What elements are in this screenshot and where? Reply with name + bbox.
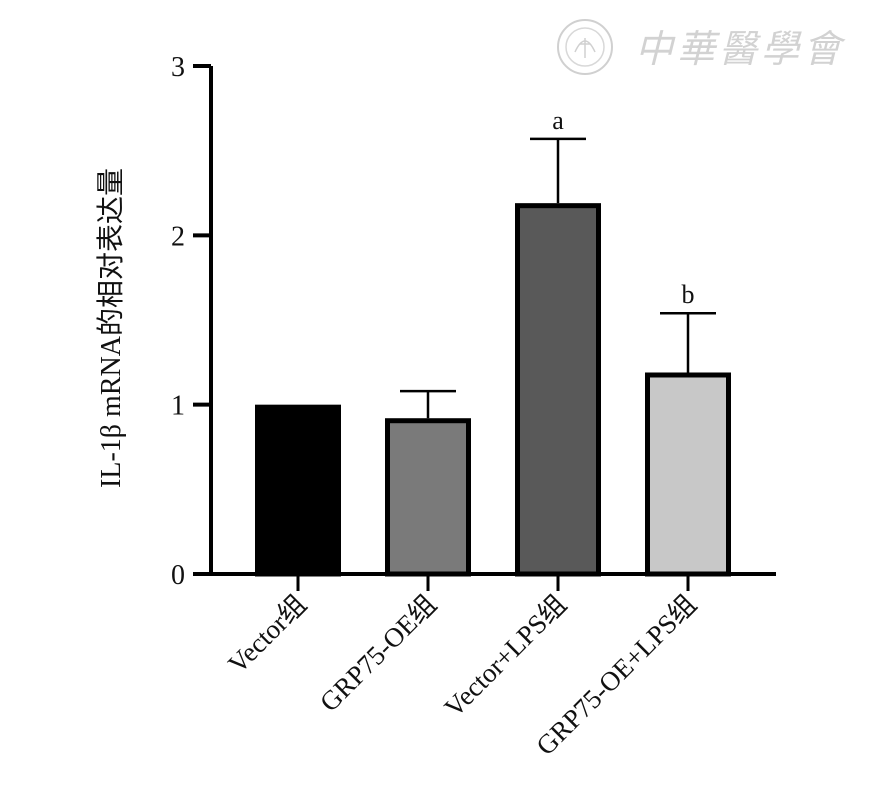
significance-label-3: a [552, 106, 564, 135]
bar-4 [645, 372, 731, 577]
y-axis-title: IL-1β mRNA的相对表达量 [95, 168, 127, 488]
y-tick-label-3: 3 [171, 52, 185, 83]
error-bars-layer [400, 137, 716, 419]
bars-layer [255, 203, 731, 577]
y-tick-label-0: 0 [171, 560, 185, 591]
watermark-seal-icon [557, 19, 613, 75]
error-bar-2 [400, 389, 456, 419]
error-bar-4 [660, 311, 716, 373]
error-bar-3 [530, 137, 586, 204]
x-category-label-3: Vector+LPS组 [438, 589, 572, 723]
x-category-label-2: GRP75-OE组 [314, 589, 442, 717]
watermark-text: 中華醫學會 [635, 29, 846, 71]
bar-1 [255, 404, 341, 577]
x-category-label-1: Vector组 [222, 589, 312, 679]
bar-3 [515, 203, 601, 577]
significance-label-4: b [682, 280, 695, 309]
y-tick-label-1: 1 [171, 391, 185, 422]
bar-2 [385, 418, 471, 577]
watermark: 中華醫學會 [557, 19, 846, 75]
y-tick-label-2: 2 [171, 221, 185, 252]
axes-layer [193, 64, 776, 591]
